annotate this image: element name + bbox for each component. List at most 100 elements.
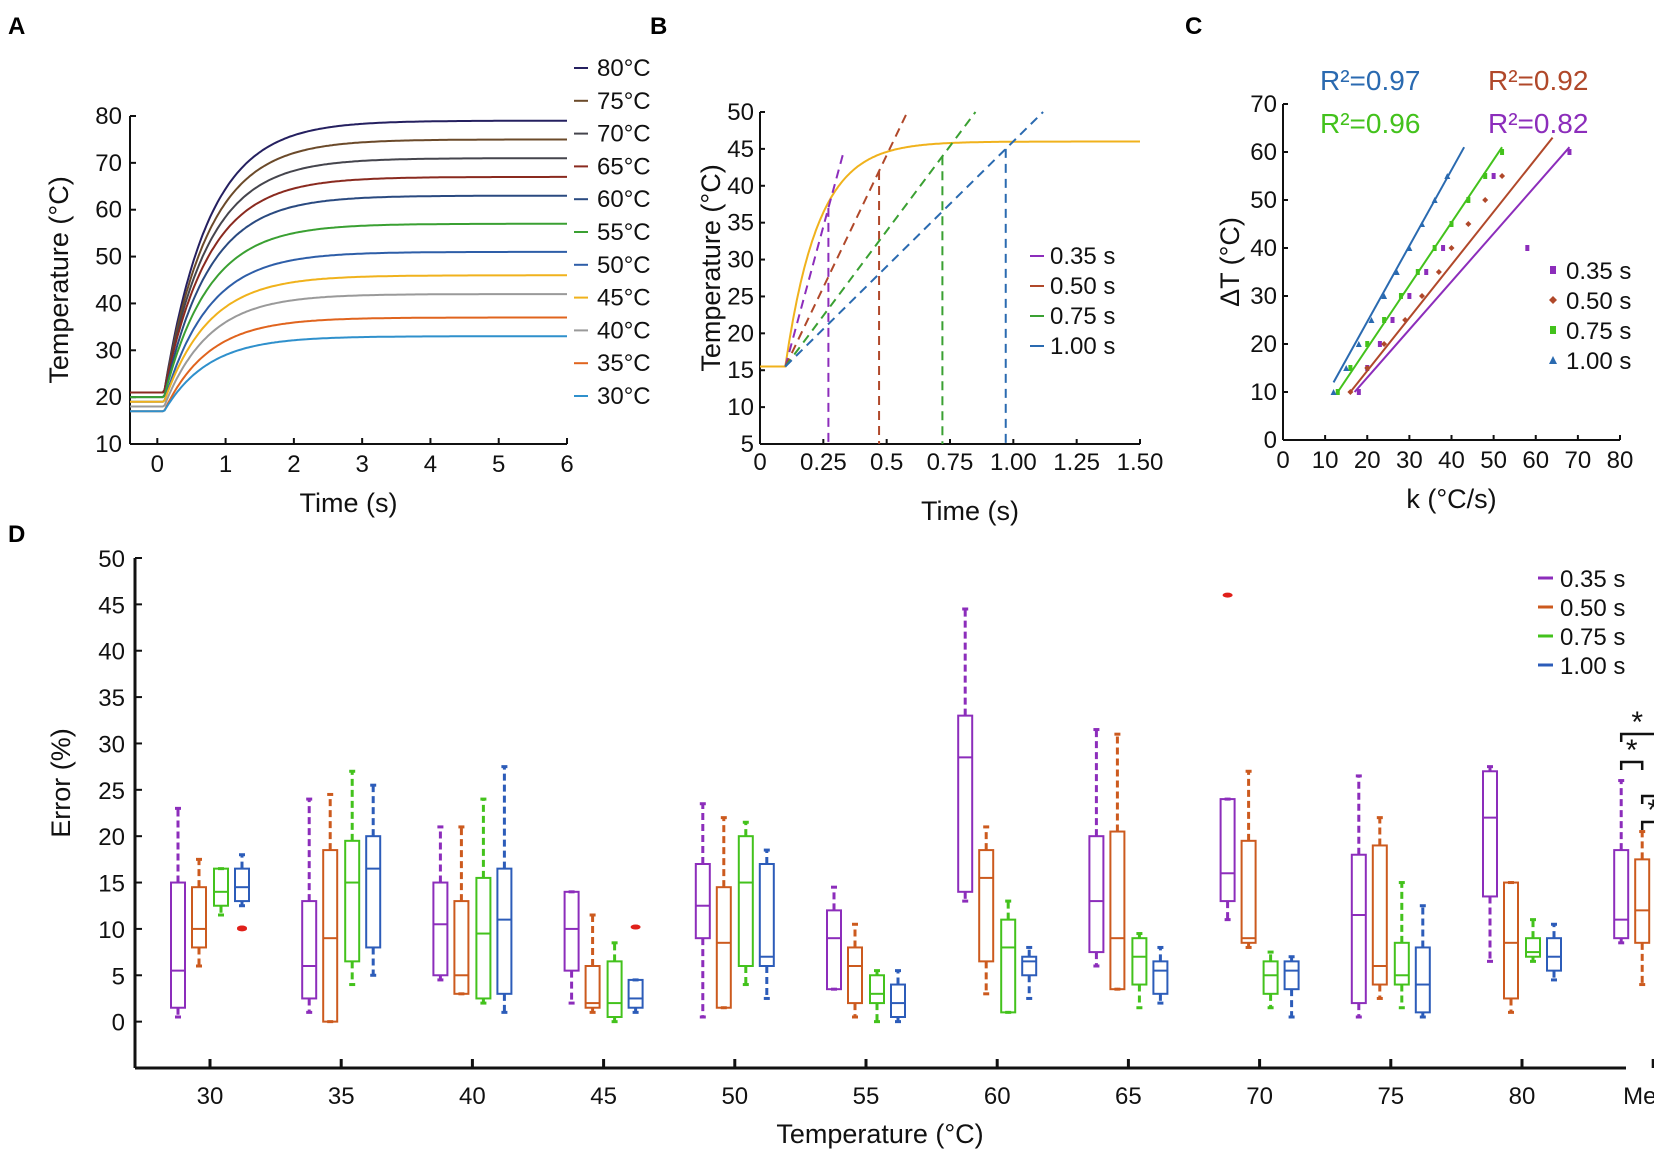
c-point: [1355, 341, 1362, 347]
a-y-tick-label: 60: [95, 197, 122, 224]
b-x-tick-label: 0.75: [927, 449, 974, 476]
d-box: [322, 849, 339, 1023]
c-r2-label: R²=0.92: [1488, 65, 1588, 96]
c-x-tick-label: 60: [1522, 447, 1549, 474]
d-box: [365, 835, 382, 949]
b-y-tick-label: 35: [727, 210, 754, 237]
d-y-tick-label: 45: [98, 592, 125, 619]
a-legend-label: 35°C: [597, 350, 651, 377]
a-y-tick-label: 40: [95, 290, 122, 317]
d-box: [1088, 835, 1105, 954]
panel-c: 0 10 20 30 40 50 60 70 0 10 20 30 40 50 60 70 80 k (°C/s)…: [1215, 65, 1633, 514]
c-point: [1466, 197, 1471, 203]
d-significance-bracket: [1619, 732, 1654, 742]
d-y-tick-label: 40: [98, 639, 125, 666]
a-series-line: [130, 316, 567, 413]
c-r2-label: R²=0.96: [1320, 108, 1420, 139]
b-y-tick-label: 45: [727, 136, 754, 163]
d-box: [606, 960, 623, 1019]
d-y-tick-label: 0: [112, 1010, 125, 1037]
panel-letter-c: C: [1185, 13, 1202, 40]
d-legend-label: 0.50 s: [1560, 595, 1625, 622]
a-series-line: [130, 222, 567, 399]
d-significance-star: *: [1631, 706, 1643, 739]
c-y-tick-label: 50: [1250, 187, 1277, 214]
d-y-tick-label: 35: [98, 685, 125, 712]
a-x-tick-label: 3: [355, 451, 368, 478]
c-y-tick-label: 0: [1264, 427, 1277, 454]
c-x-tick-label: 10: [1312, 447, 1339, 474]
c-x-axis-label: k (°C/s): [1406, 484, 1496, 514]
a-x-axis-label: Time (s): [300, 488, 398, 518]
d-box: [1021, 955, 1038, 977]
c-r2-label: R²=0.82: [1488, 108, 1588, 139]
c-legend-label: 0.35 s: [1566, 258, 1631, 285]
b-x-tick-label: 0.5: [870, 449, 903, 476]
b-x-axis-label: Time (s): [921, 496, 1019, 526]
a-y-axis-label: Temperature (°C): [44, 176, 74, 383]
a-legend-label: 75°C: [597, 88, 651, 115]
c-point: [1398, 293, 1403, 299]
b-y-tick-label: 25: [727, 283, 754, 310]
d-box: [344, 839, 361, 963]
c-x-tick-label: 40: [1438, 447, 1465, 474]
c-fit-line: [1353, 146, 1571, 393]
b-tangent-line: [784, 111, 977, 368]
c-point: [1465, 221, 1472, 227]
d-box: [890, 983, 906, 1019]
a-legend-label: 80°C: [597, 55, 651, 82]
d-box: [957, 714, 974, 893]
b-x-tick-label: 1.25: [1053, 449, 1100, 476]
b-x-tick-label: 1.00: [990, 449, 1037, 476]
b-x-tick-label: 0: [753, 449, 766, 476]
a-legend-label: 55°C: [597, 219, 651, 246]
d-legend-label: 1.00 s: [1560, 653, 1625, 680]
a-series-line: [130, 250, 567, 403]
d-x-tick-label: 75: [1377, 1083, 1404, 1110]
c-point: [1365, 341, 1370, 347]
b-legend-label: 1.00 s: [1050, 333, 1115, 360]
a-series-line: [130, 138, 567, 394]
c-x-tick-label: 70: [1565, 447, 1592, 474]
c-y-tick-label: 10: [1250, 379, 1277, 406]
d-significance-bracket: [1619, 760, 1644, 770]
d-box: [847, 946, 863, 1005]
d-box: [737, 835, 754, 967]
c-fit-line: [1332, 146, 1466, 383]
c-point: [1491, 173, 1496, 179]
c-point: [1419, 293, 1426, 299]
b-x-tick-label: 1.50: [1117, 449, 1164, 476]
b-y-tick-label: 5: [741, 431, 754, 458]
d-y-tick-label: 30: [98, 731, 125, 758]
panel-letter-a: A: [8, 13, 25, 40]
a-legend-label: 60°C: [597, 186, 651, 213]
c-point: [1424, 269, 1429, 275]
a-y-tick-label: 10: [95, 431, 122, 458]
a-y-tick-label: 20: [95, 384, 122, 411]
d-x-tick-label: 50: [721, 1083, 748, 1110]
c-legend-label: 0.75 s: [1566, 318, 1631, 345]
d-box: [584, 965, 601, 1009]
c-y-tick-label: 60: [1250, 139, 1277, 166]
c-point: [1330, 389, 1337, 395]
c-point: [1348, 365, 1353, 371]
d-box: [826, 909, 842, 991]
b-legend-label: 0.75 s: [1050, 303, 1115, 330]
c-point: [1343, 365, 1350, 371]
d-box: [1131, 937, 1148, 986]
d-y-axis-label: Error (%): [46, 728, 76, 838]
c-point: [1393, 269, 1400, 275]
c-point: [1435, 269, 1442, 275]
c-y-tick-label: 20: [1250, 331, 1277, 358]
d-box: [453, 900, 470, 995]
d-outlier: [630, 924, 641, 930]
d-box: [1109, 830, 1126, 991]
d-box: [978, 849, 995, 963]
d-significance-bracket: [1640, 794, 1654, 804]
d-box: [1634, 858, 1651, 944]
a-series-line: [130, 157, 567, 394]
c-point: [1483, 173, 1488, 179]
d-box: [1240, 839, 1257, 944]
a-series-line: [130, 274, 567, 403]
d-x-tick-label: 60: [984, 1083, 1011, 1110]
